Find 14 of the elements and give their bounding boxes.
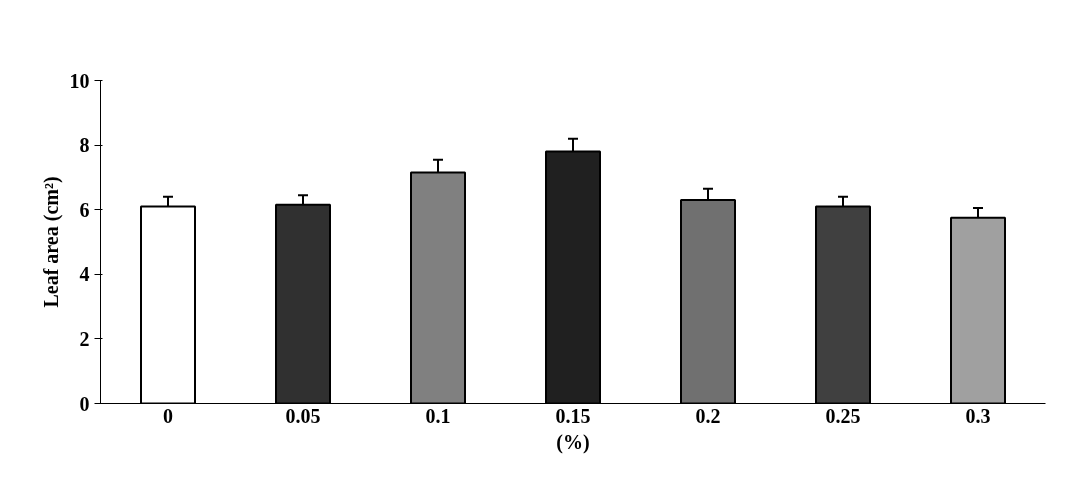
y-tick-label: 2 — [79, 327, 90, 350]
x-tick-label: 0.05 — [285, 404, 321, 427]
x-tick-label: 0.1 — [425, 404, 451, 427]
y-tick-label: 4 — [79, 263, 90, 286]
x-tick-label: 0 — [163, 404, 173, 427]
x-tick-label: 0.2 — [695, 404, 721, 427]
y-tick-label: 10 — [69, 69, 90, 92]
x-tick-label: 0.25 — [825, 404, 861, 427]
y-tick-label: 8 — [79, 134, 90, 157]
x-axis-title: (%) — [556, 430, 590, 454]
y-tick-label: 6 — [79, 198, 90, 221]
x-tick-label: 0.15 — [555, 404, 591, 427]
x-tick-label: 0.3 — [965, 404, 991, 427]
y-axis-title: Leaf area (cm²) — [39, 176, 63, 308]
